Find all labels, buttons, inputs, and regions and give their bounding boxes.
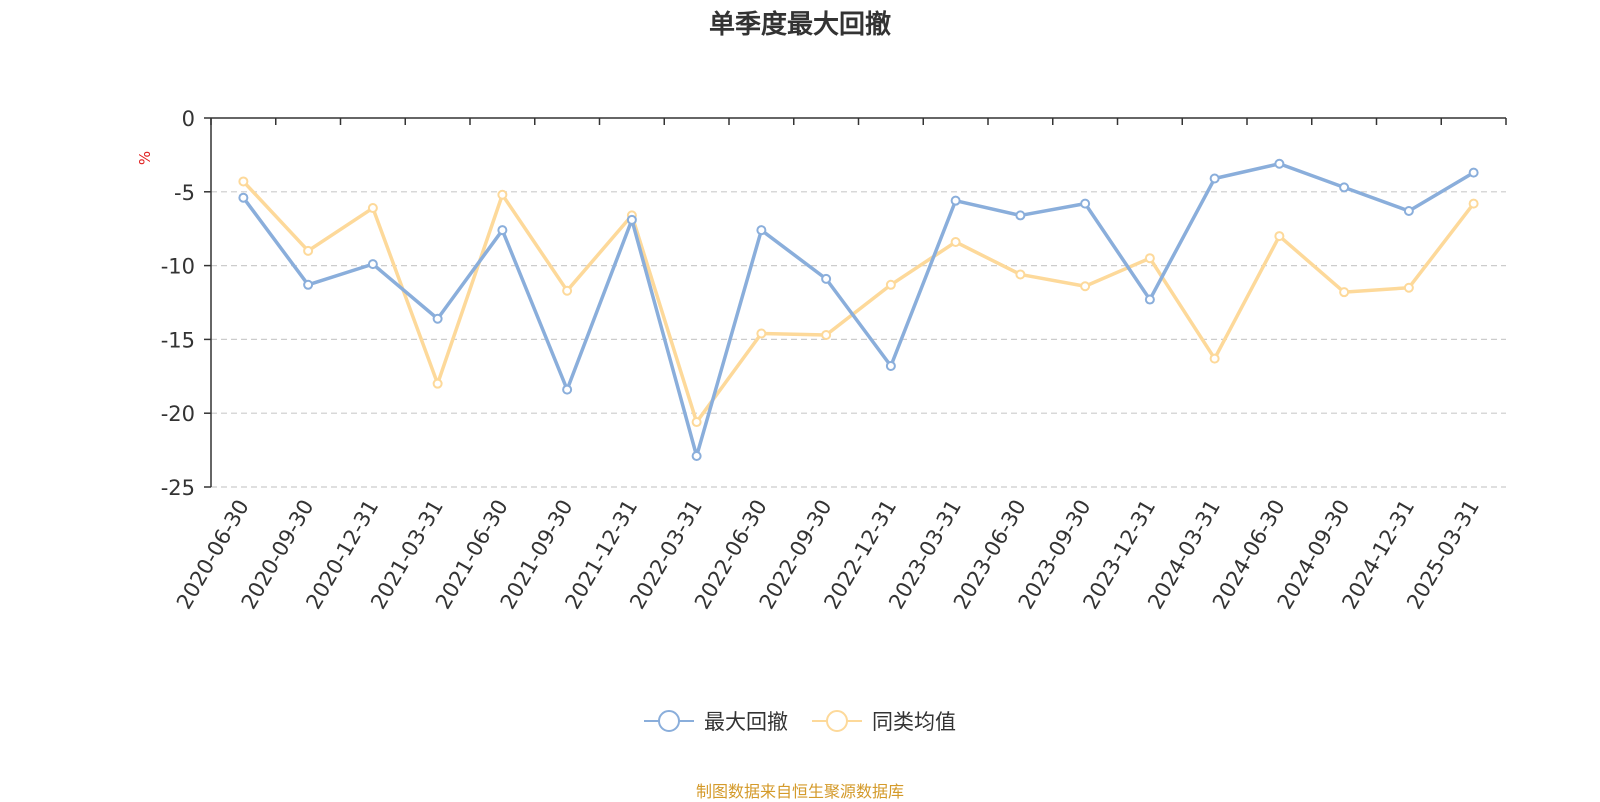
legend-label-series-2: 同类均值 — [872, 710, 956, 734]
series-1-point — [626, 214, 637, 225]
series-1-point — [1468, 167, 1479, 178]
series-2-point — [950, 236, 961, 247]
series-1-point — [691, 451, 702, 462]
series-2-point — [497, 189, 508, 200]
series-2-point — [691, 417, 702, 428]
series-1-point — [1403, 205, 1414, 216]
series-1-point — [1144, 294, 1155, 305]
series-1-point — [432, 313, 443, 324]
series-1-point — [821, 273, 832, 284]
series-2-point — [1080, 281, 1091, 292]
series-2-point — [756, 328, 767, 339]
series-1-point — [885, 360, 896, 371]
y-tick-label: -10 — [161, 255, 195, 279]
series-1-point — [756, 225, 767, 236]
series-1-point — [497, 225, 508, 236]
series-2-point — [367, 203, 378, 214]
series-1-point — [238, 192, 249, 203]
series-1-point — [1080, 198, 1091, 209]
legend-item-series-1[interactable]: 最大回撤 — [644, 706, 788, 736]
y-axis-unit-label: % — [136, 151, 154, 165]
legend: 最大回撤 同类均值 — [0, 706, 1600, 736]
y-tick-label: -15 — [161, 328, 195, 352]
legend-label-series-1: 最大回撤 — [704, 710, 788, 734]
series-2-point — [885, 279, 896, 290]
y-tick-label: -25 — [161, 476, 195, 500]
series-2-point — [1144, 253, 1155, 264]
series-2-point — [238, 176, 249, 187]
series-2-point — [1274, 231, 1285, 242]
series-1-point — [367, 259, 378, 270]
source-note: 制图数据来自恒生聚源数据库 — [695, 782, 904, 801]
series-line-1 — [241, 162, 1475, 458]
series-2-point — [1403, 282, 1414, 293]
series-1-point — [1274, 158, 1285, 169]
series-2-point — [562, 285, 573, 296]
series-2-point — [821, 329, 832, 340]
series-1-point — [1209, 173, 1220, 184]
series-2-point — [432, 378, 443, 389]
legend-marker-series-1 — [644, 710, 694, 732]
y-tick-label: -20 — [161, 402, 195, 426]
y-tick-label: 0 — [182, 107, 195, 131]
series-2-point — [1209, 353, 1220, 364]
series-2-point — [1015, 269, 1026, 280]
series-2-point — [303, 245, 314, 256]
legend-marker-series-2 — [812, 710, 862, 732]
y-tick-label: -5 — [174, 181, 195, 205]
legend-item-series-2[interactable]: 同类均值 — [812, 706, 956, 736]
series-line-2 — [242, 180, 1476, 424]
series-2-point — [1468, 198, 1479, 209]
series-1-point — [1015, 210, 1026, 221]
series-1-point — [303, 279, 314, 290]
series-2-point — [1339, 287, 1350, 298]
series-1-point — [950, 195, 961, 206]
series-1-point — [562, 384, 573, 395]
series-1-point — [1339, 182, 1350, 193]
chart-title: 单季度最大回撤 — [708, 10, 891, 40]
